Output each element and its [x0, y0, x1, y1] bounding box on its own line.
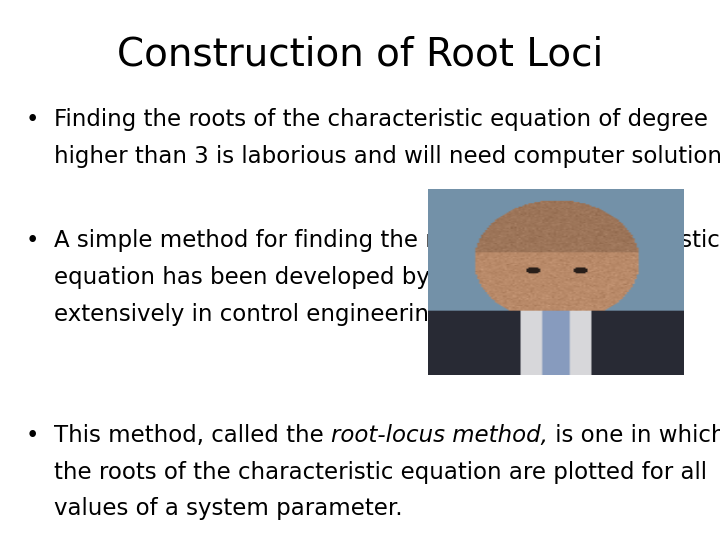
Text: values of a system parameter.: values of a system parameter. — [54, 497, 402, 521]
Text: A simple method for finding the roots of the characteristic: A simple method for finding the roots of… — [54, 230, 720, 253]
Text: Construction of Root Loci: Construction of Root Loci — [117, 35, 603, 73]
Text: higher than 3 is laborious and will need computer solution.: higher than 3 is laborious and will need… — [54, 145, 720, 168]
Text: •: • — [25, 424, 39, 447]
Text: •: • — [25, 108, 39, 131]
Text: root-locus method,: root-locus method, — [331, 424, 548, 447]
Text: is one in which: is one in which — [548, 424, 720, 447]
Text: This method, called the: This method, called the — [54, 424, 331, 447]
Text: extensively in control engineering.: extensively in control engineering. — [54, 303, 451, 326]
Text: Finding the roots of the characteristic equation of degree: Finding the roots of the characteristic … — [54, 108, 708, 131]
Text: the roots of the characteristic equation are plotted for all: the roots of the characteristic equation… — [54, 461, 707, 484]
Text: •: • — [25, 230, 39, 253]
Text: equation has been developed by W. R. Evans and used: equation has been developed by W. R. Eva… — [54, 266, 683, 289]
